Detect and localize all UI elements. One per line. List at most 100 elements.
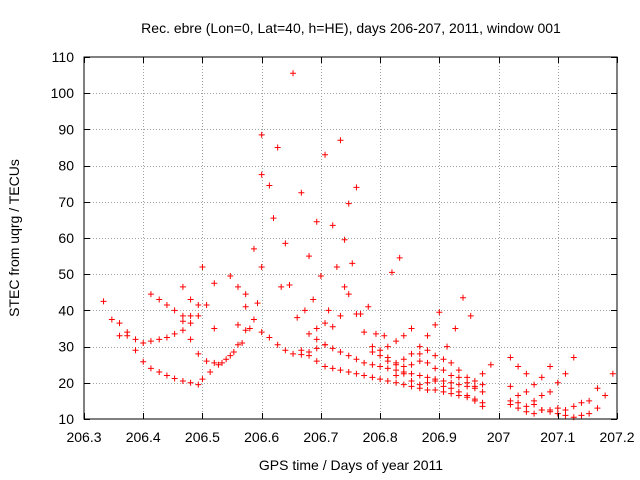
data-point xyxy=(306,352,313,359)
data-point xyxy=(416,372,423,379)
data-point xyxy=(345,352,352,359)
data-point xyxy=(507,354,514,361)
data-point xyxy=(116,320,123,327)
data-point xyxy=(234,283,241,290)
data-point xyxy=(313,325,320,332)
data-point xyxy=(479,370,486,377)
x-tick-label: 206.3 xyxy=(66,429,101,445)
data-point xyxy=(306,330,313,337)
data-point xyxy=(325,307,332,314)
data-point xyxy=(424,359,431,366)
data-point xyxy=(341,236,348,243)
x-tick-label: 207.2 xyxy=(599,429,634,445)
data-point xyxy=(313,358,320,365)
data-point xyxy=(523,388,530,395)
data-point xyxy=(471,397,478,404)
data-point xyxy=(274,341,281,348)
data-point xyxy=(274,144,281,151)
data-point xyxy=(538,374,545,381)
data-point xyxy=(147,365,154,372)
data-point xyxy=(523,403,530,410)
data-point xyxy=(282,347,289,354)
data-point xyxy=(203,358,210,365)
data-point xyxy=(365,303,372,310)
data-point xyxy=(400,356,407,363)
data-point xyxy=(547,363,554,370)
data-point xyxy=(254,300,261,307)
data-point xyxy=(424,387,431,394)
data-point xyxy=(432,365,439,372)
data-point xyxy=(377,347,384,354)
data-point xyxy=(171,375,178,382)
y-tick-label: 90 xyxy=(58,121,74,137)
data-point xyxy=(349,260,356,267)
data-point xyxy=(195,301,202,308)
data-point xyxy=(547,388,554,395)
data-point xyxy=(179,377,186,384)
data-point xyxy=(602,392,609,399)
data-point xyxy=(609,370,616,377)
data-point xyxy=(100,298,107,305)
data-point xyxy=(345,291,352,298)
data-point xyxy=(408,383,415,390)
data-point xyxy=(306,253,313,260)
data-point xyxy=(523,370,530,377)
data-point xyxy=(163,301,170,308)
data-point xyxy=(116,332,123,339)
data-point xyxy=(455,374,462,381)
y-tick-label: 50 xyxy=(58,266,74,282)
data-point xyxy=(408,361,415,368)
data-point xyxy=(515,363,522,370)
x-tick-label: 207.1 xyxy=(540,429,575,445)
x-tick-label: 206.4 xyxy=(126,429,161,445)
data-point xyxy=(444,343,451,350)
data-point xyxy=(171,307,178,314)
y-tick-label: 10 xyxy=(58,411,74,427)
data-point xyxy=(278,283,285,290)
data-point xyxy=(408,377,415,384)
data-point xyxy=(440,383,447,390)
data-point xyxy=(369,374,376,381)
data-point xyxy=(408,370,415,377)
y-tick-label: 20 xyxy=(58,375,74,391)
data-point xyxy=(258,171,265,178)
data-point xyxy=(377,363,384,370)
data-point xyxy=(179,318,186,325)
data-point xyxy=(132,347,139,354)
data-point xyxy=(329,345,336,352)
data-point xyxy=(471,377,478,384)
y-tick-label: 30 xyxy=(58,339,74,355)
data-point xyxy=(416,350,423,357)
data-point xyxy=(460,294,467,301)
data-point xyxy=(452,325,459,332)
data-point xyxy=(464,379,471,386)
data-point xyxy=(400,363,407,370)
data-point xyxy=(258,263,265,270)
data-point xyxy=(369,361,376,368)
data-point xyxy=(515,392,522,399)
data-point xyxy=(246,325,253,332)
data-point xyxy=(147,338,154,345)
data-point xyxy=(317,273,324,280)
data-point xyxy=(432,352,439,359)
data-point xyxy=(211,280,218,287)
data-point xyxy=(337,137,344,144)
y-tick-label: 80 xyxy=(58,158,74,174)
data-point xyxy=(329,323,336,330)
data-point xyxy=(487,361,494,368)
data-point xyxy=(286,282,293,289)
data-point xyxy=(440,377,447,384)
data-point xyxy=(195,350,202,357)
data-point xyxy=(424,379,431,386)
data-point xyxy=(179,327,186,334)
data-point xyxy=(322,341,329,348)
data-point xyxy=(381,332,388,339)
data-point xyxy=(353,356,360,363)
data-point xyxy=(223,356,230,363)
data-point xyxy=(353,311,360,318)
data-point xyxy=(313,336,320,343)
data-point xyxy=(432,321,439,328)
data-point xyxy=(239,339,246,346)
data-point xyxy=(195,381,202,388)
